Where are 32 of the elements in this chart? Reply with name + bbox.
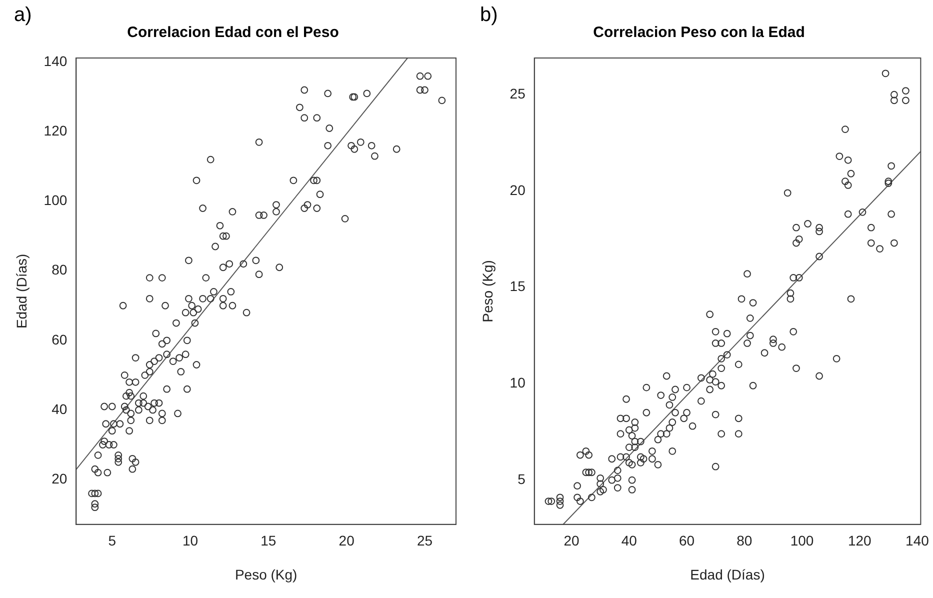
x-tick-label: 100 [790, 532, 814, 549]
y-tick-label: 15 [510, 278, 526, 294]
y-tick-label: 20 [52, 470, 68, 486]
x-tick-label: 25 [416, 532, 433, 549]
x-tick-label: 140 [906, 532, 930, 549]
x-tick-label: 10 [182, 532, 198, 549]
y-tick-label: 40 [52, 400, 68, 417]
y-tick-label: 25 [510, 85, 526, 102]
x-tick-label: 15 [260, 532, 276, 549]
y-axis-title: Peso (Kg) [479, 260, 496, 322]
y-tick-label: 60 [52, 331, 68, 348]
y-tick-label: 80 [52, 262, 68, 278]
y-tick-label: 10 [510, 374, 526, 391]
x-axis-title: Peso (Kg) [234, 566, 298, 582]
x-tick-label: 5 [108, 532, 116, 549]
x-axis-title: Edad (Días) [690, 566, 765, 582]
y-tick-label: 5 [518, 470, 526, 487]
x-tick-label: 40 [621, 532, 638, 549]
text: a) [14, 4, 32, 27]
chart-title: Correlacion Peso con la Edad [593, 24, 805, 42]
x-tick-label: 120 [848, 532, 872, 549]
chart-title: Correlacion Edad con el Peso [127, 24, 339, 42]
x-tick-label: 80 [736, 532, 752, 549]
y-tick-label: 140 [44, 53, 68, 70]
y-tick-label: 120 [44, 122, 68, 139]
y-axis-title: Edad (Días) [13, 254, 30, 329]
y-tick-label: 100 [44, 192, 68, 208]
text: b) [480, 4, 498, 27]
x-tick-label: 20 [564, 532, 580, 549]
x-tick-label: 20 [338, 532, 355, 549]
y-tick-label: 20 [510, 182, 526, 198]
x-tick-label: 60 [678, 532, 695, 549]
